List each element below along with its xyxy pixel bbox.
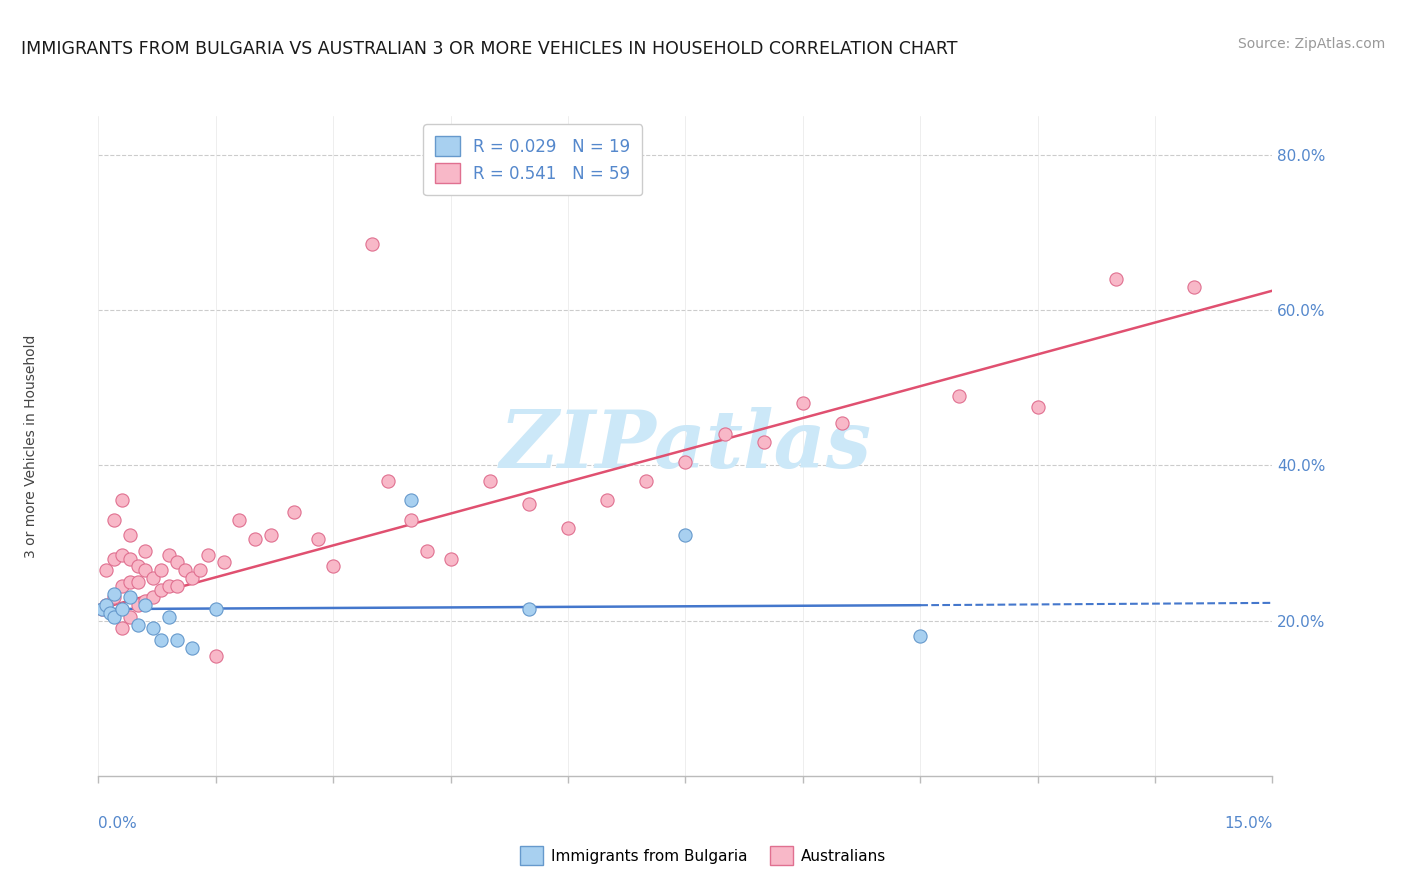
Point bbox=[440, 551, 463, 566]
Point bbox=[142, 571, 165, 585]
Point bbox=[134, 598, 156, 612]
Point bbox=[181, 571, 204, 585]
Point bbox=[361, 237, 384, 252]
Point bbox=[181, 640, 204, 655]
Point bbox=[910, 629, 932, 643]
Point bbox=[205, 648, 228, 663]
Point bbox=[103, 551, 125, 566]
Point bbox=[557, 520, 579, 534]
Point bbox=[103, 591, 125, 605]
Point bbox=[377, 474, 399, 488]
Point bbox=[98, 606, 121, 620]
Point bbox=[416, 544, 439, 558]
Text: 0.0%: 0.0% bbox=[98, 816, 138, 831]
Point bbox=[118, 574, 141, 589]
Point bbox=[243, 532, 266, 546]
Point bbox=[713, 427, 735, 442]
Point bbox=[157, 610, 180, 624]
Point bbox=[103, 586, 125, 600]
Point bbox=[228, 513, 250, 527]
Point bbox=[831, 416, 853, 430]
Point bbox=[127, 559, 149, 574]
Point bbox=[157, 548, 180, 562]
Point bbox=[173, 563, 195, 577]
Point bbox=[792, 396, 814, 410]
Point bbox=[118, 591, 141, 605]
Text: 3 or more Vehicles in Household: 3 or more Vehicles in Household bbox=[24, 334, 38, 558]
Point bbox=[150, 563, 173, 577]
Point bbox=[127, 598, 149, 612]
Point bbox=[127, 617, 149, 632]
Point bbox=[103, 610, 125, 624]
Point bbox=[142, 622, 165, 636]
Point bbox=[157, 579, 180, 593]
Point bbox=[166, 556, 188, 570]
Point bbox=[307, 532, 329, 546]
Point bbox=[205, 602, 228, 616]
Point bbox=[111, 602, 134, 616]
Point bbox=[150, 582, 173, 597]
Point bbox=[948, 388, 970, 402]
Point bbox=[283, 505, 305, 519]
Legend: R = 0.029   N = 19, R = 0.541   N = 59: R = 0.029 N = 19, R = 0.541 N = 59 bbox=[423, 124, 643, 195]
Point bbox=[322, 559, 344, 574]
Point bbox=[197, 548, 219, 562]
Point bbox=[118, 551, 141, 566]
Legend: Immigrants from Bulgaria, Australians: Immigrants from Bulgaria, Australians bbox=[515, 840, 891, 871]
Point bbox=[134, 594, 156, 608]
Point bbox=[103, 513, 125, 527]
Point bbox=[517, 497, 540, 511]
Point bbox=[91, 602, 114, 616]
Point bbox=[96, 563, 118, 577]
Point bbox=[401, 513, 423, 527]
Point bbox=[111, 548, 134, 562]
Point bbox=[166, 633, 188, 648]
Text: ZIPatlas: ZIPatlas bbox=[499, 408, 872, 484]
Text: 15.0%: 15.0% bbox=[1225, 816, 1272, 831]
Point bbox=[1182, 280, 1205, 294]
Point bbox=[118, 610, 141, 624]
Point bbox=[96, 598, 118, 612]
Point bbox=[91, 602, 114, 616]
Point bbox=[401, 493, 423, 508]
Point bbox=[517, 602, 540, 616]
Point bbox=[111, 579, 134, 593]
Point bbox=[1105, 272, 1128, 286]
Point bbox=[675, 528, 697, 542]
Point bbox=[111, 622, 134, 636]
Point bbox=[166, 579, 188, 593]
Point bbox=[111, 493, 134, 508]
Point bbox=[118, 528, 141, 542]
Point bbox=[134, 563, 156, 577]
Point bbox=[150, 633, 173, 648]
Point bbox=[142, 591, 165, 605]
Text: IMMIGRANTS FROM BULGARIA VS AUSTRALIAN 3 OR MORE VEHICLES IN HOUSEHOLD CORRELATI: IMMIGRANTS FROM BULGARIA VS AUSTRALIAN 3… bbox=[21, 40, 957, 58]
Point bbox=[478, 474, 501, 488]
Point bbox=[636, 474, 658, 488]
Point bbox=[212, 556, 235, 570]
Point bbox=[675, 454, 697, 468]
Text: Source: ZipAtlas.com: Source: ZipAtlas.com bbox=[1237, 37, 1385, 52]
Point bbox=[188, 563, 211, 577]
Point bbox=[96, 598, 118, 612]
Point bbox=[596, 493, 619, 508]
Point bbox=[259, 528, 281, 542]
Point bbox=[1026, 400, 1049, 414]
Point bbox=[752, 435, 775, 450]
Point bbox=[127, 574, 149, 589]
Point bbox=[134, 544, 156, 558]
